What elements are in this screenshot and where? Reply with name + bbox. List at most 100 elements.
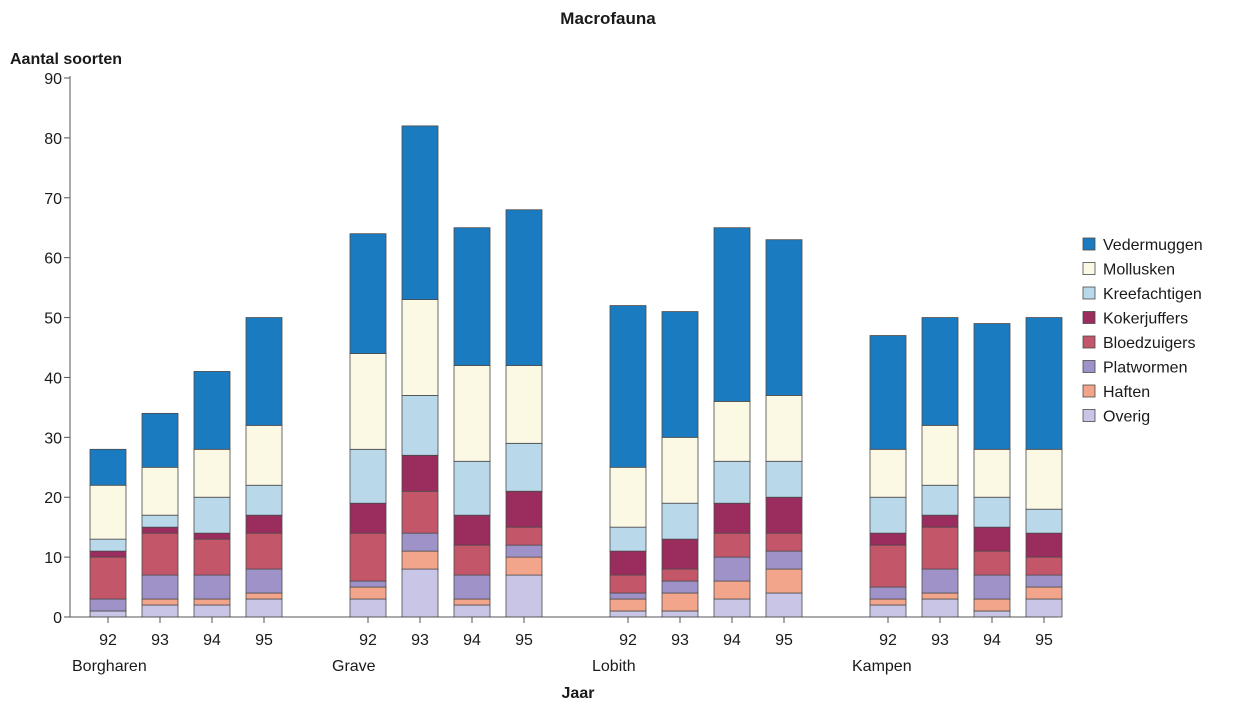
bar-segment-kokerjuffers: [453, 514, 491, 546]
bar-segment-overig: [401, 568, 439, 618]
group-label: Borgharen: [72, 658, 147, 675]
legend-item: Mollusken: [1082, 262, 1175, 279]
bar-segment-platwormen: [869, 586, 907, 600]
bars: [89, 125, 1063, 618]
bar-segment-platwormen: [193, 574, 231, 600]
bar-segment-platwormen: [661, 580, 699, 594]
bar-segment-haften: [765, 568, 803, 594]
y-axis: 0 10 20 30 40 50 60 70 80 90: [44, 71, 71, 627]
x-tick-label: 94: [983, 632, 1001, 649]
bar-segment-kreefachtigen: [869, 496, 907, 534]
bar-segment-overig: [193, 604, 231, 618]
bar-segment-platwormen: [713, 556, 751, 582]
legend-item: Kokerjuffers: [1082, 311, 1188, 328]
bar-segment-platwormen: [349, 580, 387, 588]
x-tick-label: 94: [723, 632, 741, 649]
legend-swatch: [1082, 237, 1096, 251]
bar-segment-bloedzuigers: [245, 532, 283, 570]
bar-segment-mollusken: [713, 400, 751, 462]
bar-segment-platwormen: [245, 568, 283, 594]
bar-segment-platwormen: [921, 568, 959, 594]
bar-segment-mollusken: [349, 353, 387, 450]
x-tick-label: 93: [411, 632, 429, 649]
bar-segment-vedermuggen: [141, 412, 179, 468]
bar-segment-platwormen: [89, 598, 127, 612]
bar-segment-bloedzuigers: [713, 532, 751, 558]
legend-swatch: [1082, 286, 1096, 300]
bar-segment-bloedzuigers: [89, 556, 127, 600]
x-axis: 92 93 94 95 Borgharen 92 93 94 95 Grave 92 93 94 95 Lo…: [70, 616, 1057, 675]
bar-segment-mollusken: [401, 299, 439, 396]
bar-segment-haften: [609, 598, 647, 612]
bar-segment-haften: [973, 598, 1011, 612]
bar-segment-kreefachtigen: [765, 460, 803, 498]
bar-segment-vedermuggen: [1025, 317, 1063, 450]
bar-segment-haften: [401, 550, 439, 570]
legend-label: Overig: [1103, 409, 1150, 426]
bar-stack: [661, 311, 699, 618]
bar-segment-kokerjuffers: [505, 490, 543, 528]
bar-segment-kreefachtigen: [1025, 508, 1063, 534]
bar-segment-kreefachtigen: [453, 460, 491, 516]
bar-segment-overig: [1025, 598, 1063, 618]
x-axis-label: Jaar: [562, 685, 595, 702]
x-tick-label: 94: [203, 632, 221, 649]
bar-segment-kreefachtigen: [921, 484, 959, 516]
legend-swatch: [1082, 360, 1096, 373]
bar-segment-kreefachtigen: [89, 538, 127, 552]
bar-segment-platwormen: [765, 550, 803, 570]
group-label: Kampen: [852, 658, 912, 675]
bar-segment-haften: [713, 580, 751, 600]
bar-segment-overig: [453, 604, 491, 618]
bar-segment-mollusken: [973, 448, 1011, 498]
legend-label: Vedermuggen: [1103, 237, 1203, 254]
x-tick-label: 92: [359, 632, 377, 649]
x-tick-label: 92: [99, 632, 117, 649]
bar-segment-kokerjuffers: [89, 550, 127, 558]
bar-segment-platwormen: [1025, 574, 1063, 588]
y-tick-label: 90: [44, 71, 62, 88]
bar-segment-bloedzuigers: [869, 544, 907, 588]
legend-swatch: [1082, 384, 1096, 398]
legend-swatch: [1082, 262, 1096, 275]
bar-segment-kreefachtigen: [401, 395, 439, 456]
bar-stack: [609, 305, 647, 618]
bar-segment-mollusken: [245, 424, 283, 486]
bar-segment-haften: [661, 592, 699, 612]
bar-segment-vedermuggen: [869, 335, 907, 450]
bar-segment-kokerjuffers: [661, 538, 699, 570]
bar-segment-vedermuggen: [401, 125, 439, 300]
bar-segment-mollusken: [453, 365, 491, 462]
bar-segment-overig: [141, 604, 179, 618]
bar-segment-overig: [349, 598, 387, 618]
bar-segment-platwormen: [505, 544, 543, 558]
bar-segment-kreefachtigen: [141, 514, 179, 528]
bar-segment-haften: [141, 598, 179, 606]
bar-segment-platwormen: [609, 592, 647, 600]
legend-swatch: [1082, 335, 1096, 349]
legend-item: Overig: [1082, 409, 1150, 426]
bar-segment-mollusken: [505, 365, 543, 444]
y-tick-label: 80: [44, 131, 62, 148]
bar-segment-overig: [89, 610, 127, 618]
bar-segment-vedermuggen: [661, 311, 699, 438]
bar-segment-haften: [245, 592, 283, 600]
y-tick-label: 30: [44, 430, 62, 447]
bar-segment-kokerjuffers: [245, 514, 283, 534]
legend-label: Haften: [1103, 384, 1150, 401]
bar-stack: [141, 412, 179, 618]
bar-stack: [869, 335, 907, 618]
legend-item: Haften: [1082, 384, 1150, 401]
bar-segment-bloedzuigers: [765, 532, 803, 552]
bar-stack: [713, 227, 751, 618]
bar-segment-bloedzuigers: [401, 490, 439, 534]
chart-title: Macrofauna: [560, 9, 656, 28]
bar-stack: [765, 239, 803, 618]
group-label: Lobith: [592, 658, 636, 675]
bar-segment-kreefachtigen: [973, 496, 1011, 528]
bar-segment-kreefachtigen: [713, 460, 751, 504]
x-tick-label: 95: [1035, 632, 1053, 649]
bar-stack: [89, 448, 127, 618]
legend-swatch: [1082, 409, 1096, 422]
bar-segment-bloedzuigers: [609, 574, 647, 594]
